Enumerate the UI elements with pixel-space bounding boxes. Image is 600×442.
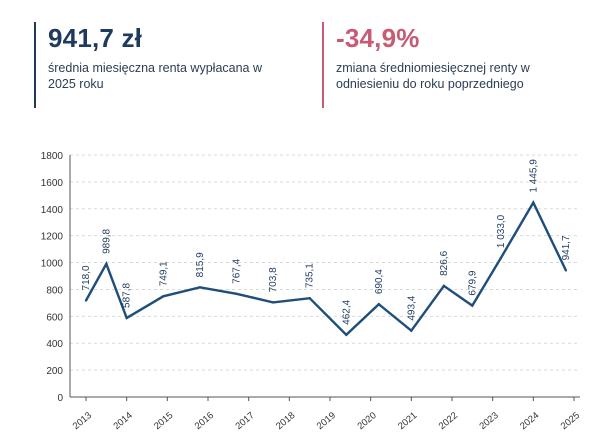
data-label: 735,1 (305, 263, 316, 288)
data-point (308, 296, 311, 300)
data-point (442, 284, 446, 288)
data-label: 1 033,0 (496, 214, 507, 248)
series-line (84, 200, 567, 337)
kpi-average-pension: 941,7 zł średnia miesięczna renta wypłac… (34, 22, 284, 108)
x-tick-label: 2017 (233, 410, 256, 432)
data-label: 767,4 (231, 258, 242, 283)
y-tick-label: 1600 (41, 178, 64, 189)
data-label: 690,4 (374, 269, 385, 294)
y-tick-label: 200 (46, 366, 63, 377)
x-tick-label: 2025 (559, 410, 582, 432)
y-tick-label: 400 (46, 339, 63, 350)
data-label: 749,1 (158, 261, 169, 286)
x-tick-label: 2014 (111, 410, 134, 432)
kpi-description: zmiana średniomiesięcznej renty w odnies… (336, 61, 530, 91)
kpi-description: średnia miesięczna renta wypłacana w 202… (48, 61, 262, 91)
data-label: 718,0 (81, 265, 92, 290)
x-tick-label: 2018 (274, 410, 297, 432)
x-tick-label: 2021 (396, 410, 419, 432)
y-tick-label: 1400 (41, 205, 64, 216)
kpi-divider (34, 22, 36, 108)
y-tick-label: 1000 (41, 259, 64, 270)
data-label: 679,9 (467, 270, 478, 295)
data-point (564, 269, 568, 272)
x-tick-label: 2024 (518, 410, 541, 432)
data-point (125, 316, 128, 320)
data-point (105, 262, 108, 266)
data-label: 462,4 (341, 299, 352, 324)
kpi-divider (322, 22, 324, 108)
y-tick-label: 1800 (41, 151, 64, 162)
data-point (532, 201, 535, 204)
data-point (84, 299, 88, 302)
data-label: 826,6 (439, 250, 450, 275)
data-point (471, 304, 474, 307)
data-point (410, 329, 413, 332)
kpi-value: -34,9% (336, 23, 420, 53)
x-tick-label: 2023 (477, 410, 500, 432)
y-tick-label: 1200 (41, 232, 64, 243)
y-tick-label: 600 (46, 312, 63, 323)
data-point (377, 302, 380, 306)
data-label: 989,8 (101, 228, 112, 253)
data-point (345, 333, 348, 337)
x-tick-label: 2022 (437, 410, 460, 432)
x-tick-label: 2015 (152, 410, 175, 432)
x-tick-label: 2016 (193, 410, 216, 432)
data-point (198, 286, 202, 289)
x-tick-label: 2013 (71, 410, 94, 432)
data-point (162, 295, 165, 298)
line-chart: 0 200 400 600 800 1000 1200 1400 1600 1800 2013 201… (41, 151, 582, 432)
x-tick-label: 2019 (315, 410, 338, 432)
kpi-change: -34,9% zmiana średniomiesięcznej renty w… (322, 22, 572, 108)
y-tick-label: 0 (57, 393, 63, 404)
data-point (271, 301, 275, 304)
data-label: 815,9 (195, 252, 206, 277)
data-point (499, 256, 502, 260)
data-label: 587,8 (122, 283, 133, 308)
data-label: 941,7 (561, 235, 572, 260)
x-tick-label: 2020 (355, 410, 378, 432)
data-label: 493,4 (406, 295, 417, 320)
y-tick-label: 800 (46, 285, 63, 296)
data-label: 1 445,9 (528, 159, 539, 193)
kpi-value: 941,7 zł (48, 23, 143, 53)
data-point (235, 292, 238, 296)
data-label: 703,8 (268, 267, 279, 292)
